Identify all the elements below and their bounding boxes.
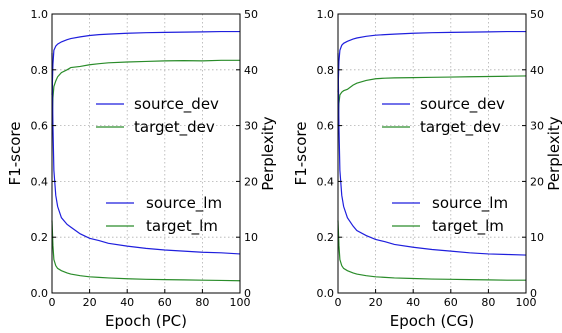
x-axis-label: Epoch (PC)	[105, 312, 187, 330]
x-axis-label: Epoch (CG)	[390, 312, 475, 330]
y-right-tick-label: 20	[530, 175, 544, 188]
x-tick-label: 0	[49, 296, 56, 309]
plot-frame	[337, 13, 527, 294]
x-tick-label: 0	[335, 296, 342, 309]
grid	[52, 14, 240, 293]
y-right-tick-label: 50	[530, 8, 544, 21]
legend-label-source_lm: source_lm	[432, 194, 508, 213]
y-right-tick-label: 30	[244, 120, 258, 133]
legend-label-target_dev: target_dev	[420, 118, 501, 137]
x-tick-label: 40	[406, 296, 420, 309]
x-tick-label: 80	[481, 296, 495, 309]
x-tick-label: 80	[195, 296, 209, 309]
series-lines	[51, 30, 241, 282]
legend-lower: source_lm target_lm	[392, 194, 508, 236]
y-right-tick-label: 0	[244, 287, 251, 300]
legend-label-target_lm: target_lm	[432, 217, 504, 236]
y-left-tick-labels: 0.0 0.2 0.4 0.6 0.8 1.0	[31, 8, 49, 300]
series-line-source_dev	[337, 30, 526, 93]
y-left-tick-labels: 0.0 0.2 0.4 0.6 0.8 1.0	[317, 8, 335, 300]
y-left-tick-label: 0.6	[317, 120, 335, 133]
x-tick-label: 100	[230, 296, 251, 309]
y-right-tick-label: 30	[530, 120, 544, 133]
series-line-target_lm	[337, 220, 526, 281]
y-left-tick-label: 0.8	[31, 64, 49, 77]
y-left-tick-label: 1.0	[31, 8, 49, 21]
series-line-target_dev	[51, 59, 240, 126]
y-left-tick-label: 0.6	[31, 120, 49, 133]
y-axis-label-right: Perplexity	[545, 116, 562, 190]
legend-label-source_dev: source_dev	[420, 95, 505, 114]
x-tick-label: 100	[516, 296, 537, 309]
x-tick-labels: 0 20 40 60 80 100	[335, 296, 537, 309]
y-right-tick-label: 40	[244, 64, 258, 77]
x-tick-label: 60	[444, 296, 458, 309]
y-left-tick-label: 1.0	[317, 8, 335, 21]
legend-label-target_dev: target_dev	[134, 118, 215, 137]
y-right-tick-label: 0	[530, 287, 537, 300]
legend-lower: source_lm target_lm	[106, 194, 222, 236]
series-line-source_lm	[51, 53, 241, 255]
y-left-tick-label: 0.4	[317, 175, 335, 188]
series-line-target_lm	[51, 220, 241, 282]
chart-left: 0 20 40 60 80 100 0.0 0.2 0.4 0.6 0.8 1.…	[6, 8, 277, 330]
plot-frame	[51, 13, 241, 294]
y-right-tick-label: 20	[244, 175, 258, 188]
y-left-tick-label: 0.4	[31, 175, 49, 188]
legend-upper: source_dev target_dev	[382, 95, 505, 137]
x-tick-label: 20	[83, 296, 97, 309]
y-left-tick-label: 0.2	[31, 231, 49, 244]
legend-label-target_lm: target_lm	[146, 217, 218, 236]
y-left-tick-label: 0.0	[31, 287, 49, 300]
y-right-tick-label: 10	[530, 231, 544, 244]
y-axis-label-right: Perplexity	[259, 116, 277, 190]
y-left-tick-label: 0.0	[317, 287, 335, 300]
tick-marks	[51, 13, 241, 294]
series-lines	[337, 30, 527, 281]
y-axis-label-left: F1-score	[292, 122, 310, 186]
series-line-source_lm	[337, 53, 527, 256]
x-tick-labels: 0 20 40 60 80 100	[49, 296, 251, 309]
tick-marks	[337, 13, 527, 294]
legend-label-source_dev: source_dev	[134, 95, 219, 114]
y-right-tick-label: 10	[244, 231, 258, 244]
x-tick-label: 40	[120, 296, 134, 309]
x-tick-label: 60	[158, 296, 172, 309]
grid	[338, 14, 526, 293]
y-right-tick-label: 50	[244, 8, 258, 21]
y-right-tick-labels: 0 10 20 30 40 50	[530, 8, 544, 300]
y-left-tick-label: 0.2	[317, 231, 335, 244]
y-axis-label-left: F1-score	[6, 122, 24, 186]
legend-label-source_lm: source_lm	[146, 194, 222, 213]
x-tick-label: 20	[369, 296, 383, 309]
legend-upper: source_dev target_dev	[96, 95, 219, 137]
y-left-tick-label: 0.8	[317, 64, 335, 77]
chart-right: 0 20 40 60 80 100 0.0 0.2 0.4 0.6 0.8 1.…	[292, 8, 562, 330]
y-right-tick-label: 40	[530, 64, 544, 77]
series-line-target_dev	[337, 75, 527, 126]
series-line-source_dev	[51, 30, 240, 95]
y-right-tick-labels: 0 10 20 30 40 50	[244, 8, 258, 300]
